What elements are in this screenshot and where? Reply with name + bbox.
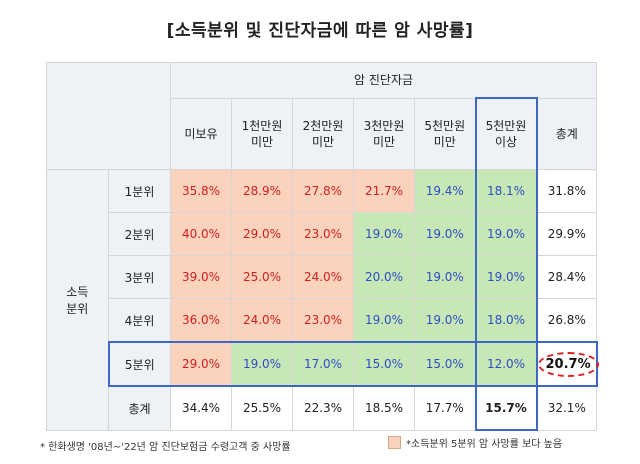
table-cell: 29.9% xyxy=(535,212,598,256)
column-header: 5천만원 미만 xyxy=(414,97,476,170)
total-cell: 15.7% xyxy=(474,385,538,431)
total-cell: 32.1% xyxy=(535,385,598,431)
table-cell: 28.4% xyxy=(535,255,598,299)
legend: *소득분위 5분위 암 사망률 보다 높음 xyxy=(388,435,562,450)
table-cell: 28.9% xyxy=(231,169,293,213)
row-group-header: 소득 분위 xyxy=(46,169,109,431)
row-label: 3분위 xyxy=(108,255,171,299)
group-header: 암 진단자금 xyxy=(169,62,598,99)
table-cell: 19.0% xyxy=(353,212,415,256)
row-label: 4분위 xyxy=(108,298,171,343)
total-cell: 22.3% xyxy=(292,385,354,431)
table-cell: 36.0% xyxy=(170,298,232,343)
table-cell: 19.0% xyxy=(414,298,476,343)
table-cell: 19.0% xyxy=(474,212,538,256)
column-header: 1천만원 미만 xyxy=(231,97,293,170)
table-cell: 15.0% xyxy=(414,341,476,387)
table-cell: 19.0% xyxy=(474,255,538,299)
mortality-table: 암 진단자금 미보유 1천만원 미만 2천만원 미만 3천만원 미만 5천만원 미만 5천… xyxy=(46,62,599,431)
table-cell: 29.0% xyxy=(231,212,293,256)
table-cell: 20.0% xyxy=(353,255,415,299)
table-cell: 19.0% xyxy=(414,212,476,256)
table-row: 5분위 29.0% 19.0% 17.0% 15.0% 15.0% 12.0% 20.7% xyxy=(47,341,599,387)
table-cell: 39.0% xyxy=(170,255,232,299)
table-cell: 21.7% xyxy=(353,169,415,213)
table-cell: 20.7% xyxy=(535,341,599,387)
table-cell: 18.1% xyxy=(474,169,538,213)
table-cell: 40.0% xyxy=(170,212,232,256)
table-cell: 27.8% xyxy=(292,169,354,213)
total-cell: 18.5% xyxy=(353,385,415,431)
table-cell: 19.0% xyxy=(414,255,476,299)
table-cell: 23.0% xyxy=(292,212,354,256)
table-cell: 19.4% xyxy=(414,169,476,213)
table-cell: 17.0% xyxy=(292,341,354,387)
table-row: 4분위 36.0% 24.0% 23.0% 19.0% 19.0% 18.0% 26.8% xyxy=(47,298,598,343)
table-cell: 26.8% xyxy=(535,298,598,343)
table-row: 2분위 40.0% 29.0% 23.0% 19.0% 19.0% 19.0% 29.9% xyxy=(47,212,598,256)
table-cell: 24.0% xyxy=(292,255,354,299)
highlight-value: 20.7% xyxy=(537,351,599,377)
table-cell: 31.8% xyxy=(535,169,598,213)
table-cell: 19.0% xyxy=(353,298,415,343)
total-row: 총계 34.4% 25.5% 22.3% 18.5% 17.7% 15.7% 32.1% xyxy=(47,385,598,431)
table-cell: 15.0% xyxy=(353,341,415,387)
table-row: 소득 분위 1분위 35.8% 28.9% 27.8% 21.7% 19.4% 18.1% 31… xyxy=(46,169,598,431)
footnote: * 한화생명 '08년~'22년 암 진단보험금 수령고객 중 사망률 xyxy=(40,442,291,453)
legend-swatch xyxy=(388,436,401,449)
table-cell: 19.0% xyxy=(231,341,293,387)
table-cell: 24.0% xyxy=(231,298,293,343)
column-header: 2천만원 미만 xyxy=(292,97,354,170)
total-cell: 34.4% xyxy=(170,385,232,431)
table-row: 3분위 39.0% 25.0% 24.0% 20.0% 19.0% 19.0% 28.4% xyxy=(47,255,598,299)
page-title: [소득분위 및 진단자금에 따른 암 사망률] xyxy=(166,21,474,41)
table-cell: 23.0% xyxy=(292,298,354,343)
row-label: 2분위 xyxy=(108,212,171,256)
table-cell: 29.0% xyxy=(170,341,232,387)
corner-cell xyxy=(46,62,171,170)
table-cell: 12.0% xyxy=(474,341,538,387)
column-header: 총계 xyxy=(535,97,598,170)
total-cell: 17.7% xyxy=(414,385,476,431)
column-header: 3천만원 미만 xyxy=(353,97,415,170)
row-label: 1분위 xyxy=(108,169,171,213)
total-label: 총계 xyxy=(108,385,171,431)
table-cell: 35.8% xyxy=(170,169,232,213)
legend-text: *소득분위 5분위 암 사망률 보다 높음 xyxy=(406,439,563,450)
table-cell: 25.0% xyxy=(231,255,293,299)
total-cell: 25.5% xyxy=(231,385,293,431)
column-header: 미보유 xyxy=(170,97,232,170)
column-header: 5천만원 이상 xyxy=(474,97,538,170)
table-cell: 18.0% xyxy=(474,298,538,343)
row-label: 5분위 xyxy=(107,341,171,387)
